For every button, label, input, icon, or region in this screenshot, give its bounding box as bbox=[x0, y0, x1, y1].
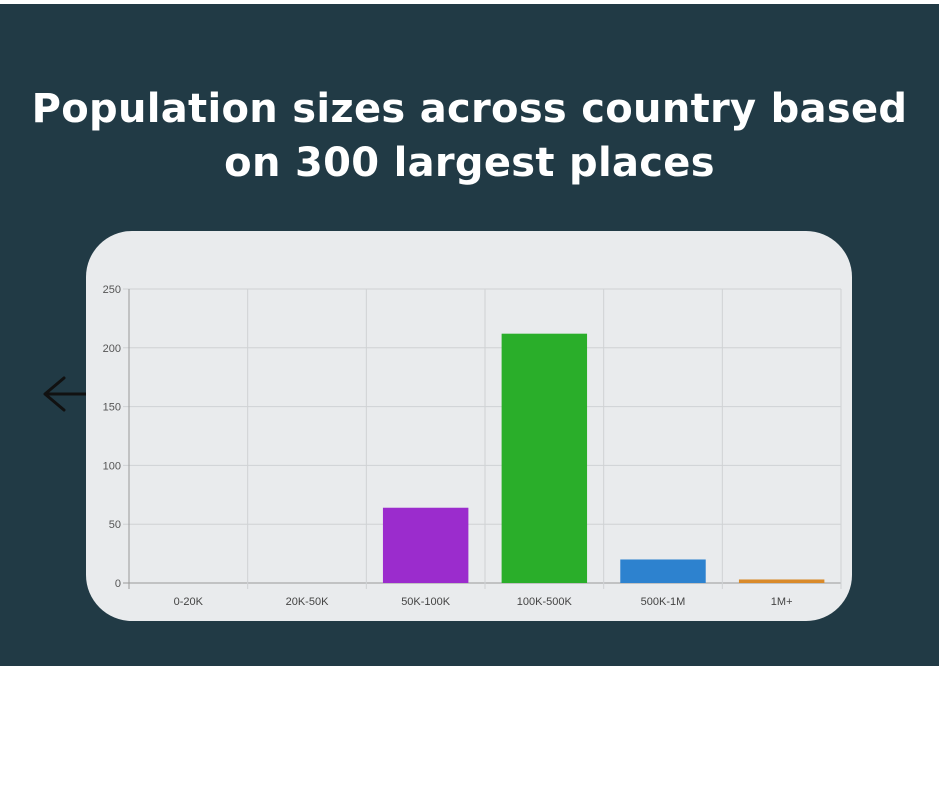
x-tick-label: 1M+ bbox=[771, 596, 793, 608]
bar-chart: 0 50 100 150 200 250 0-20K 20K-50K 50K-100K 100K-… bbox=[103, 284, 842, 608]
y-tick-label: 250 bbox=[103, 284, 121, 296]
x-tick-label: 500K-1M bbox=[641, 596, 686, 608]
hero-panel: Population sizes across country based on… bbox=[0, 4, 939, 666]
bar-1m- bbox=[738, 579, 825, 583]
chart-card: 0 50 100 150 200 250 0-20K 20K-50K 50K-100K 100K-… bbox=[86, 231, 852, 621]
y-tick-label: 200 bbox=[103, 343, 121, 355]
x-tick-label: 20K-50K bbox=[286, 596, 329, 608]
page-title: Population sizes across country based on… bbox=[31, 86, 908, 186]
below-fold-area bbox=[0, 666, 939, 788]
bar-500k-1m bbox=[620, 559, 706, 583]
bar-50k-100k bbox=[382, 507, 469, 583]
y-tick-label: 150 bbox=[103, 402, 121, 414]
x-tick-label: 100K-500K bbox=[517, 596, 573, 608]
y-tick-label: 50 bbox=[109, 519, 121, 531]
y-tick-label: 100 bbox=[103, 460, 121, 472]
x-tick-label: 0-20K bbox=[174, 596, 204, 608]
y-tick-label: 0 bbox=[115, 578, 121, 590]
x-tick-label: 50K-100K bbox=[401, 596, 451, 608]
bar-100k-500k bbox=[501, 333, 588, 583]
